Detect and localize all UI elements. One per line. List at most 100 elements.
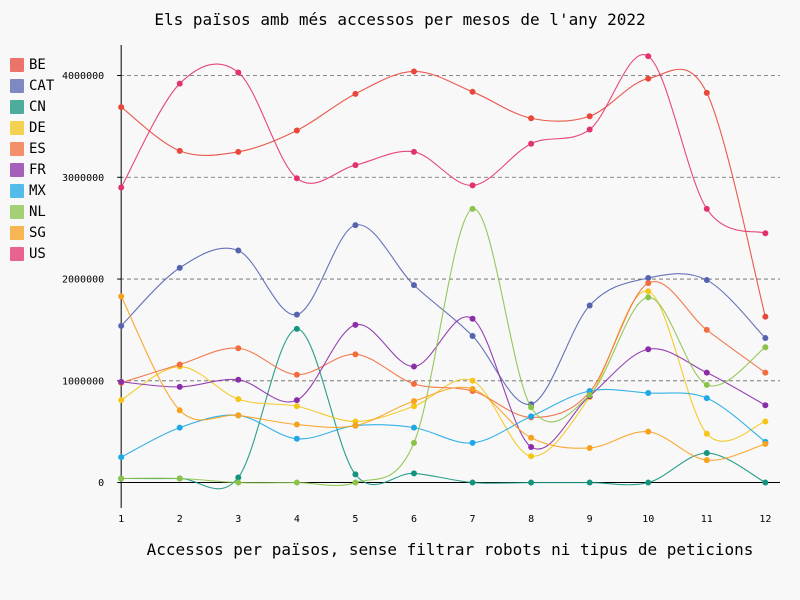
legend-item-mx[interactable]: MX xyxy=(10,180,54,201)
data-point-us[interactable] xyxy=(762,230,769,237)
data-point-sg[interactable] xyxy=(410,398,417,405)
data-point-be[interactable] xyxy=(293,127,300,134)
data-point-sg[interactable] xyxy=(352,422,359,429)
data-point-cat[interactable] xyxy=(235,247,242,254)
legend-item-es[interactable]: ES xyxy=(10,138,54,159)
data-point-fr[interactable] xyxy=(645,346,652,353)
data-point-cat[interactable] xyxy=(645,275,652,282)
data-point-cat[interactable] xyxy=(762,335,769,342)
data-point-be[interactable] xyxy=(469,88,476,95)
data-point-es[interactable] xyxy=(645,280,652,287)
data-point-cn[interactable] xyxy=(703,450,710,457)
legend-item-de[interactable]: DE xyxy=(10,117,54,138)
data-point-sg[interactable] xyxy=(118,293,125,300)
data-point-nl[interactable] xyxy=(293,479,300,486)
data-point-be[interactable] xyxy=(118,104,125,111)
data-point-mx[interactable] xyxy=(703,395,710,402)
data-point-cat[interactable] xyxy=(586,302,593,309)
data-point-fr[interactable] xyxy=(762,402,769,409)
data-point-us[interactable] xyxy=(235,69,242,76)
data-point-us[interactable] xyxy=(293,175,300,182)
data-point-nl[interactable] xyxy=(528,404,535,411)
data-point-nl[interactable] xyxy=(176,475,183,482)
data-point-cn[interactable] xyxy=(410,470,417,477)
data-point-fr[interactable] xyxy=(410,363,417,370)
data-point-es[interactable] xyxy=(235,345,242,352)
data-point-nl[interactable] xyxy=(703,381,710,388)
data-point-de[interactable] xyxy=(645,288,652,295)
legend-item-sg[interactable]: SG xyxy=(10,222,54,243)
legend-item-nl[interactable]: NL xyxy=(10,201,54,222)
data-point-nl[interactable] xyxy=(645,294,652,301)
data-point-us[interactable] xyxy=(586,126,593,133)
data-point-mx[interactable] xyxy=(528,413,535,420)
data-point-be[interactable] xyxy=(235,148,242,155)
data-point-mx[interactable] xyxy=(293,435,300,442)
data-point-be[interactable] xyxy=(176,147,183,154)
data-point-sg[interactable] xyxy=(703,457,710,464)
data-point-cn[interactable] xyxy=(293,325,300,332)
legend-item-be[interactable]: BE xyxy=(10,54,54,75)
data-point-fr[interactable] xyxy=(176,383,183,390)
data-point-fr[interactable] xyxy=(528,443,535,450)
data-point-cn[interactable] xyxy=(762,479,769,486)
legend-item-fr[interactable]: FR xyxy=(10,159,54,180)
data-point-nl[interactable] xyxy=(352,479,359,486)
data-point-es[interactable] xyxy=(352,351,359,358)
data-point-cn[interactable] xyxy=(586,479,593,486)
data-point-mx[interactable] xyxy=(176,424,183,431)
data-point-sg[interactable] xyxy=(645,428,652,435)
data-point-sg[interactable] xyxy=(293,421,300,428)
data-point-de[interactable] xyxy=(762,418,769,425)
data-point-nl[interactable] xyxy=(235,479,242,486)
data-point-de[interactable] xyxy=(703,430,710,437)
data-point-mx[interactable] xyxy=(118,454,125,461)
data-point-cn[interactable] xyxy=(235,474,242,481)
data-point-cat[interactable] xyxy=(118,322,125,329)
data-point-cn[interactable] xyxy=(352,471,359,478)
data-point-be[interactable] xyxy=(762,313,769,320)
data-point-us[interactable] xyxy=(528,140,535,147)
data-point-sg[interactable] xyxy=(762,440,769,447)
data-point-de[interactable] xyxy=(235,396,242,403)
data-point-us[interactable] xyxy=(645,53,652,60)
data-point-cn[interactable] xyxy=(528,479,535,486)
data-point-es[interactable] xyxy=(410,380,417,387)
data-point-es[interactable] xyxy=(176,361,183,368)
data-point-cat[interactable] xyxy=(293,311,300,318)
data-point-mx[interactable] xyxy=(469,439,476,446)
data-point-nl[interactable] xyxy=(118,475,125,482)
data-point-mx[interactable] xyxy=(410,424,417,431)
data-point-cat[interactable] xyxy=(352,222,359,229)
data-point-be[interactable] xyxy=(410,68,417,75)
data-point-sg[interactable] xyxy=(176,407,183,414)
legend-item-cn[interactable]: CN xyxy=(10,96,54,117)
data-point-be[interactable] xyxy=(586,113,593,120)
data-point-nl[interactable] xyxy=(762,344,769,351)
data-point-fr[interactable] xyxy=(118,378,125,385)
data-point-nl[interactable] xyxy=(586,392,593,399)
data-point-de[interactable] xyxy=(469,377,476,384)
data-point-cat[interactable] xyxy=(469,333,476,340)
data-point-fr[interactable] xyxy=(293,397,300,404)
data-point-de[interactable] xyxy=(293,403,300,410)
data-point-us[interactable] xyxy=(469,182,476,189)
data-point-es[interactable] xyxy=(703,326,710,333)
data-point-nl[interactable] xyxy=(469,205,476,212)
data-point-fr[interactable] xyxy=(469,315,476,322)
data-point-cn[interactable] xyxy=(469,479,476,486)
data-point-es[interactable] xyxy=(293,371,300,378)
data-point-es[interactable] xyxy=(762,369,769,376)
data-point-us[interactable] xyxy=(176,80,183,87)
data-point-cat[interactable] xyxy=(176,264,183,271)
data-point-be[interactable] xyxy=(645,75,652,82)
data-point-cat[interactable] xyxy=(410,282,417,289)
data-point-de[interactable] xyxy=(118,397,125,404)
data-point-be[interactable] xyxy=(528,115,535,122)
data-point-us[interactable] xyxy=(352,162,359,169)
legend-item-cat[interactable]: CAT xyxy=(10,75,54,96)
data-point-us[interactable] xyxy=(118,184,125,191)
data-point-be[interactable] xyxy=(703,89,710,96)
data-point-fr[interactable] xyxy=(352,321,359,328)
data-point-cn[interactable] xyxy=(645,479,652,486)
